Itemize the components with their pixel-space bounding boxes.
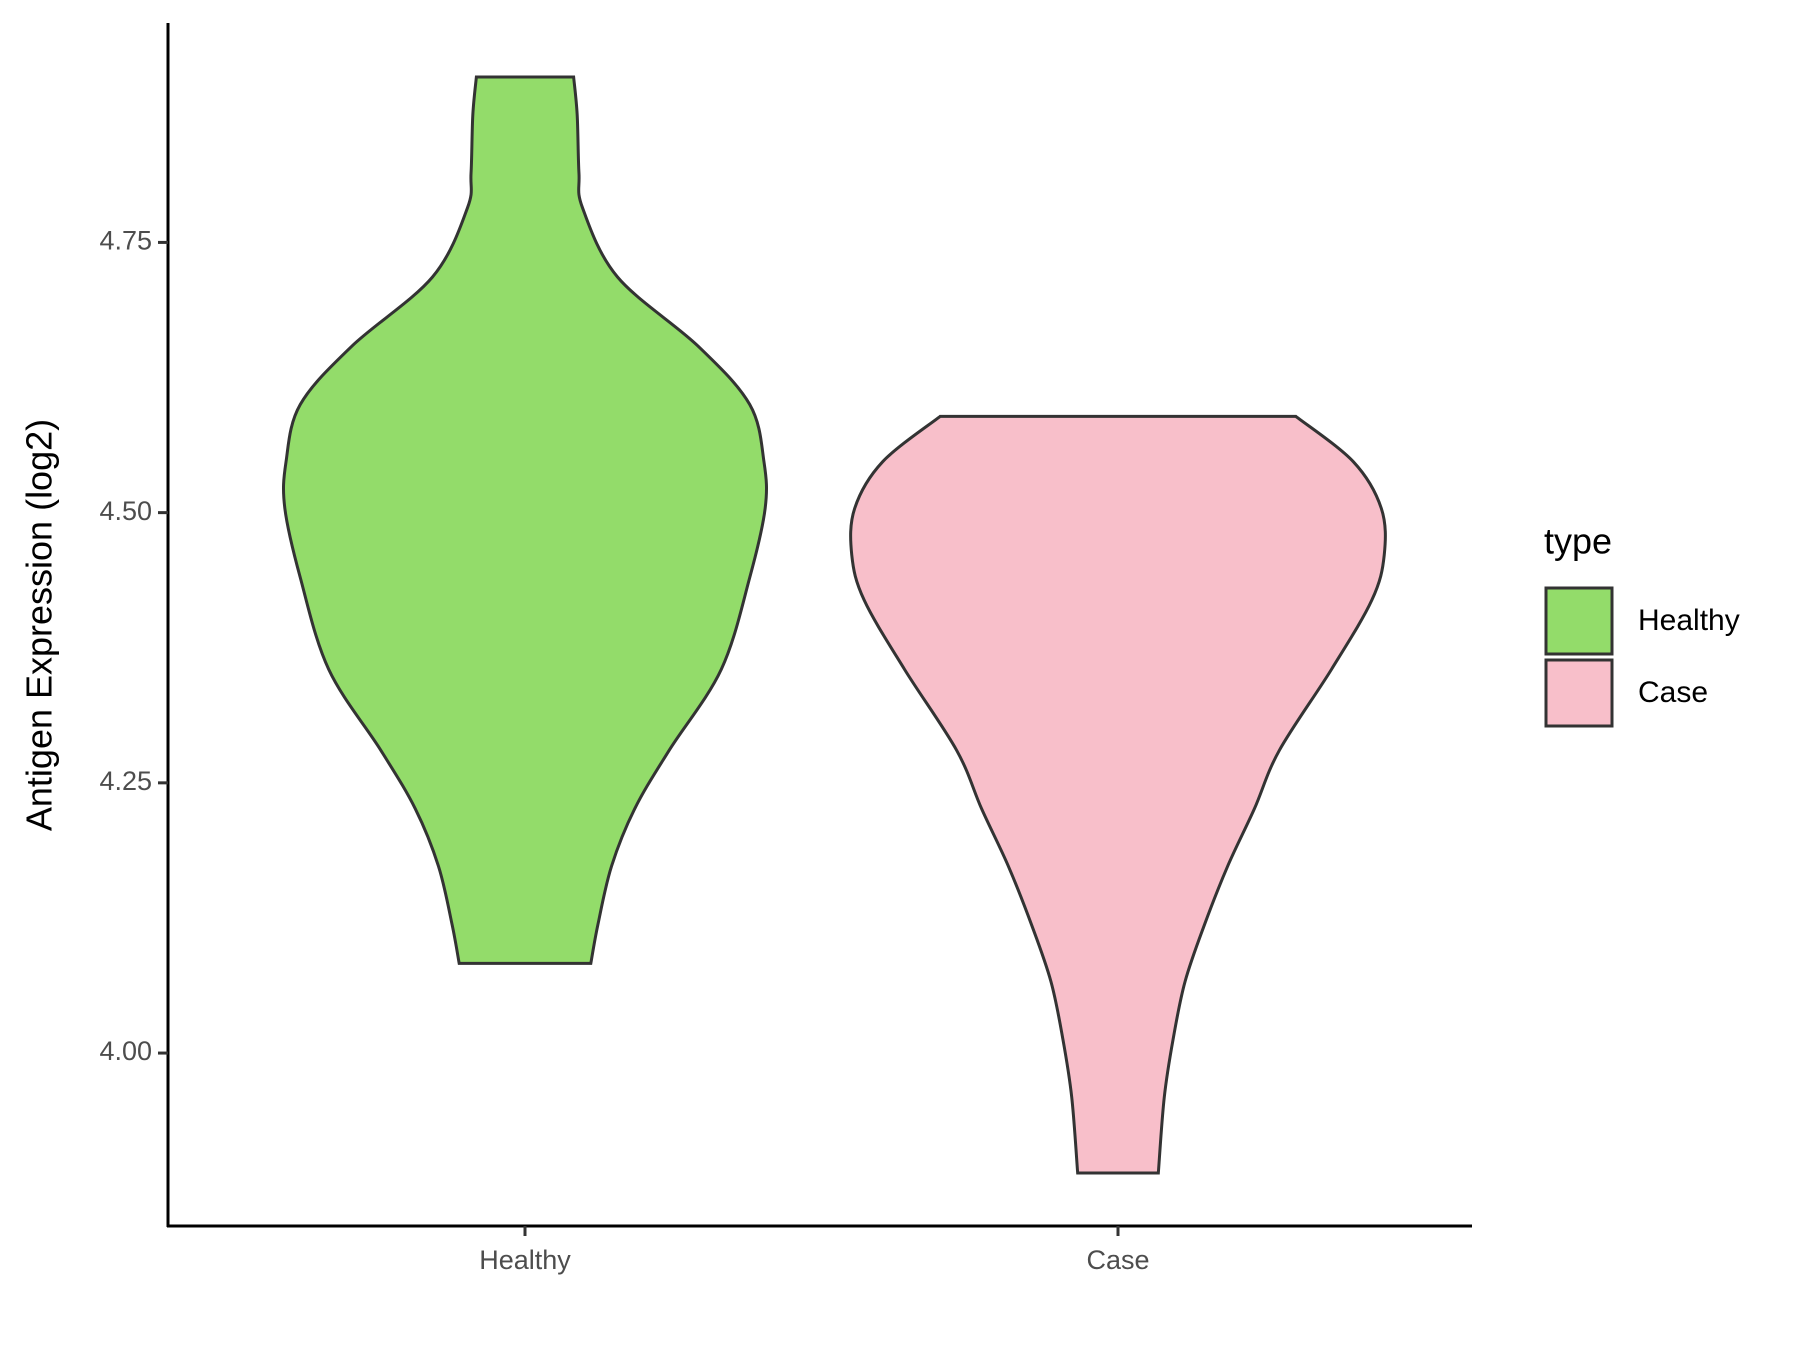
x-tick-label: Healthy [479, 1245, 571, 1275]
y-tick-label: 4.25 [99, 766, 152, 796]
y-tick-label: 4.50 [99, 496, 152, 526]
violin [281, 75, 769, 965]
y-axis-title: Antigen Expression (log2) [19, 419, 60, 831]
x-tick-label: Case [1086, 1245, 1149, 1275]
y-tick-label: 4.00 [99, 1036, 152, 1066]
legend-label: Case [1638, 676, 1708, 709]
legend-key [1544, 586, 1614, 656]
legend-title: type [1544, 521, 1612, 562]
legend-key [1544, 658, 1614, 728]
y-tick-label: 4.75 [99, 226, 152, 256]
violin [849, 414, 1387, 1175]
legend-label: Healthy [1638, 604, 1740, 637]
